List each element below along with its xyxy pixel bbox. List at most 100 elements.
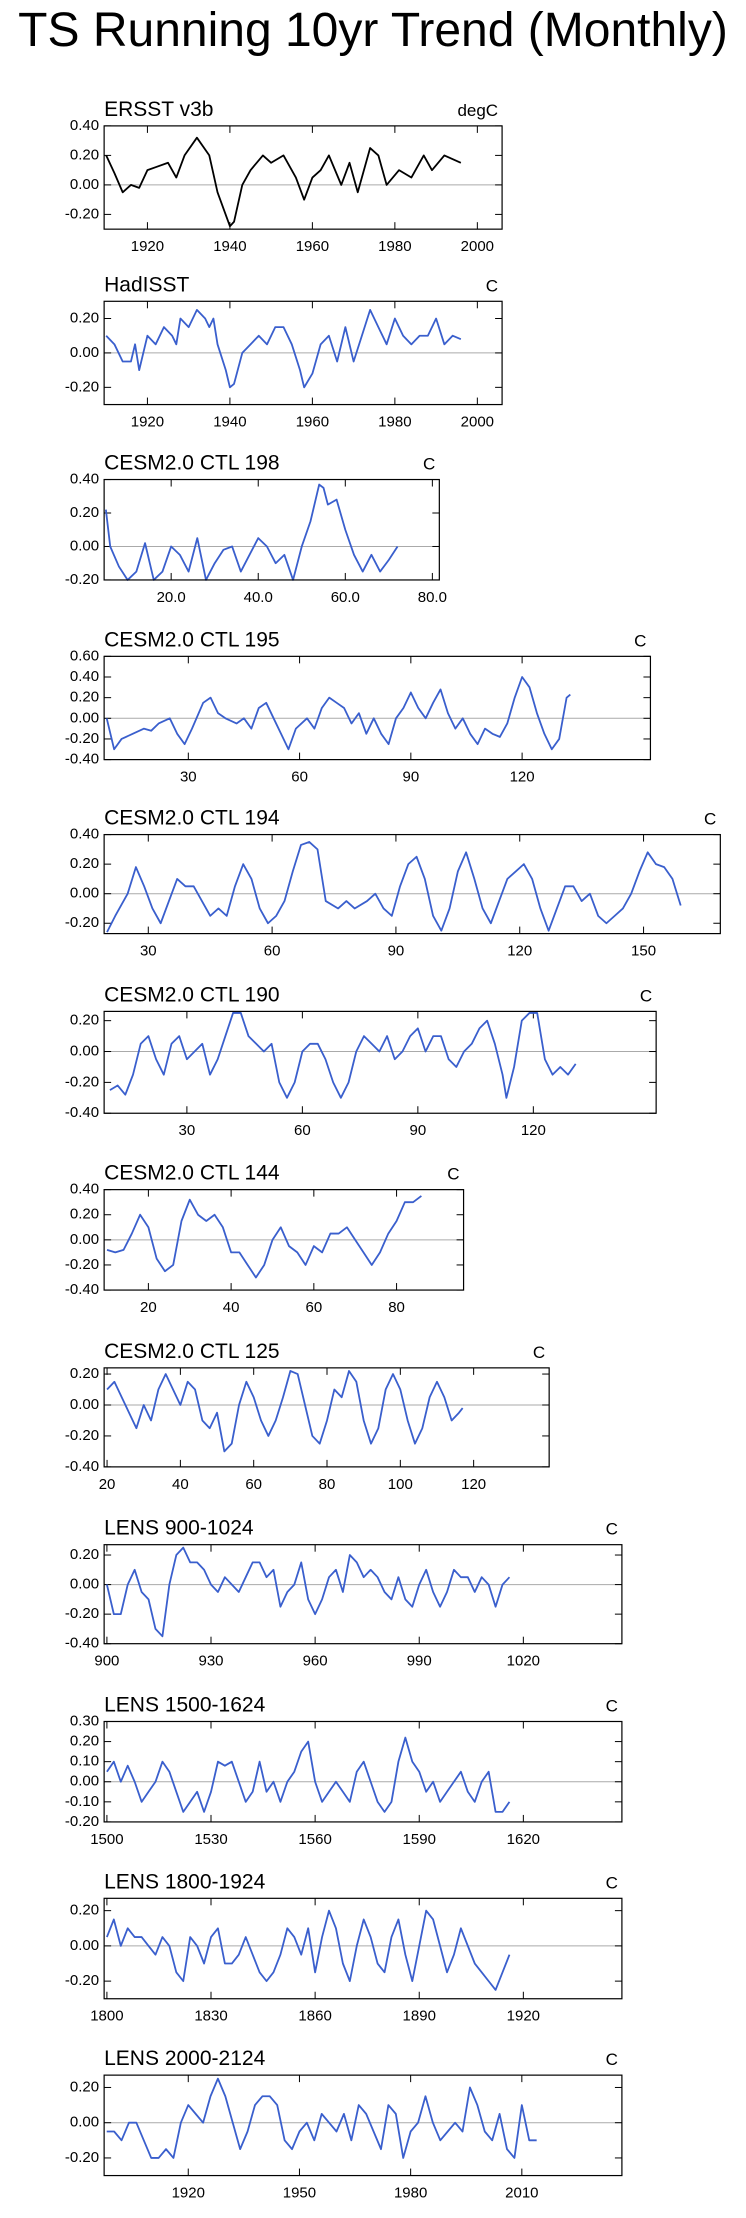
- x-tick-label: 1960: [296, 414, 329, 431]
- data-line: [109, 1012, 577, 1099]
- x-tick-label: 1980: [378, 238, 411, 255]
- x-tick-label: 1500: [90, 1831, 123, 1848]
- units-label: C: [447, 1165, 459, 1184]
- units-label: C: [704, 810, 716, 829]
- panel-title: ERSST v3b: [104, 98, 213, 121]
- plot-frame: [103, 655, 652, 761]
- x-tick-label: 1920: [131, 238, 164, 255]
- y-tick-label: 0.40: [70, 470, 99, 487]
- x-tick-label: 1950: [283, 2185, 316, 2202]
- x-tick-label: 1590: [403, 1831, 436, 1848]
- y-tick-label: -0.20: [65, 1256, 99, 1273]
- x-tick-label: 2000: [461, 238, 494, 255]
- x-tick-label: 20: [99, 1476, 116, 1493]
- x-tick-label: 1920: [172, 2185, 205, 2202]
- y-tick-label: -0.20: [65, 1813, 99, 1830]
- y-tick-label: -0.20: [65, 571, 99, 588]
- x-tick-label: 960: [303, 1653, 328, 1670]
- y-tick-label: -0.20: [65, 914, 99, 931]
- x-tick-label: 120: [507, 943, 532, 960]
- data-line: [105, 676, 571, 751]
- plot-frame: [103, 125, 503, 230]
- panel-title: LENS 1500-1624: [104, 1693, 265, 1716]
- units-label: C: [606, 1520, 618, 1539]
- y-tick-label: 0.20: [70, 689, 99, 706]
- y-tick-label: 0.20: [70, 1902, 99, 1919]
- y-tick-label: 0.00: [70, 1042, 99, 1059]
- y-tick-label: 0.00: [70, 344, 99, 361]
- x-tick-label: 80.0: [418, 589, 447, 606]
- y-tick-label: 0.20: [70, 1546, 99, 1563]
- data-line: [106, 1546, 511, 1638]
- x-tick-label: 40.0: [244, 589, 273, 606]
- y-tick-label: 0.20: [70, 504, 99, 521]
- y-tick-label: 0.00: [70, 537, 99, 554]
- x-tick-label: 90: [403, 769, 420, 786]
- x-tick-label: 1920: [131, 414, 164, 431]
- y-tick-label: -0.20: [65, 1073, 99, 1090]
- units-label: C: [640, 986, 652, 1005]
- y-tick-label: 0.00: [70, 1396, 99, 1413]
- data-line: [105, 309, 462, 389]
- y-tick-label: 0.00: [70, 709, 99, 726]
- x-tick-label: 1800: [90, 2008, 123, 2025]
- x-tick-label: 1980: [394, 2185, 427, 2202]
- x-tick-label: 1890: [403, 2008, 436, 2025]
- y-tick-label: -0.40: [65, 751, 99, 768]
- x-tick-label: 100: [388, 1476, 413, 1493]
- x-tick-label: 2000: [461, 414, 494, 431]
- plot-frame: [103, 300, 503, 406]
- x-tick-label: 30: [179, 1122, 196, 1139]
- y-tick-label: -0.40: [65, 1635, 99, 1652]
- panel-title: CESM2.0 CTL 125: [104, 1340, 279, 1363]
- units-label: C: [606, 1873, 618, 1892]
- units-label: C: [486, 276, 498, 295]
- x-tick-label: 60: [264, 943, 281, 960]
- plot-frame: [103, 1010, 657, 1114]
- x-tick-label: 90: [388, 943, 405, 960]
- units-label: C: [606, 1696, 618, 1715]
- x-tick-label: 30: [140, 943, 157, 960]
- panel-title: LENS 2000-2124: [104, 2047, 265, 2070]
- x-tick-label: 1940: [213, 238, 246, 255]
- x-tick-label: 90: [410, 1122, 427, 1139]
- y-tick-label: 0.40: [70, 826, 99, 843]
- y-tick-label: 0.20: [70, 1365, 99, 1382]
- y-tick-label: 0.20: [70, 1733, 99, 1750]
- x-tick-label: 120: [510, 769, 535, 786]
- y-tick-label: 0.20: [70, 146, 99, 163]
- plot-frame: [103, 1897, 623, 2000]
- plot-frame: [103, 1720, 623, 1823]
- y-tick-label: -0.20: [65, 730, 99, 747]
- x-tick-label: 1940: [213, 414, 246, 431]
- y-tick-label: 0.20: [70, 309, 99, 326]
- x-tick-label: 20.0: [157, 589, 186, 606]
- x-tick-label: 1980: [378, 414, 411, 431]
- x-tick-label: 1560: [298, 1831, 331, 1848]
- y-tick-label: -0.20: [65, 2149, 99, 2166]
- y-tick-label: 0.00: [70, 1576, 99, 1593]
- x-tick-label: 120: [521, 1122, 546, 1139]
- panel-title: HadISST: [104, 273, 189, 296]
- x-tick-label: 1020: [507, 1653, 540, 1670]
- data-line: [106, 2077, 537, 2159]
- plot-frame: [103, 1189, 465, 1291]
- x-tick-label: 30: [180, 769, 197, 786]
- y-tick-label: -0.40: [65, 1458, 99, 1475]
- data-line: [106, 1370, 464, 1453]
- y-tick-label: -0.20: [65, 1427, 99, 1444]
- y-tick-label: 0.00: [70, 1773, 99, 1790]
- y-tick-label: 0.20: [70, 855, 99, 872]
- units-label: C: [634, 631, 646, 650]
- y-tick-label: -0.20: [65, 378, 99, 395]
- y-tick-label: 0.30: [70, 1712, 99, 1729]
- data-line: [106, 841, 682, 933]
- x-tick-label: 2010: [505, 2185, 538, 2202]
- y-tick-label: 0.00: [70, 1231, 99, 1248]
- x-tick-label: 60: [291, 769, 308, 786]
- y-tick-label: 0.60: [70, 647, 99, 664]
- y-tick-label: -0.40: [65, 1104, 99, 1121]
- x-tick-label: 930: [198, 1653, 223, 1670]
- plot-frame: [103, 2074, 623, 2177]
